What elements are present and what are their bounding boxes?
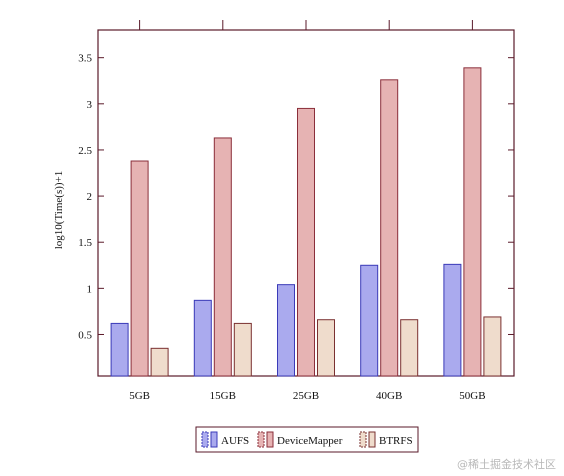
legend-swatch-aufs <box>201 431 209 448</box>
legend-box <box>195 426 419 453</box>
legend-swatch-btrfs <box>359 431 367 448</box>
legend-swatch-btrfs <box>368 431 376 448</box>
legend-swatch-devicemapper <box>257 431 265 448</box>
bar-devicemapper-50gb <box>463 67 482 377</box>
y-axis: 0.5 1 1.5 2 2.5 3 3.5 <box>78 53 514 341</box>
bar-aufs-25gb <box>277 284 295 377</box>
bar-aufs-5gb <box>110 322 129 377</box>
bar-aufs-40gb <box>360 264 379 377</box>
y-tick-label: 2.5 <box>78 145 92 157</box>
bar-btrfs-25gb <box>317 319 335 377</box>
bar-aufs-50gb <box>443 263 462 377</box>
legend-swatch-devicemapper <box>266 431 274 448</box>
legend-label-aufs: AUFS <box>221 435 249 447</box>
y-axis-label: log10(Time(s))+1 <box>53 171 65 250</box>
x-tick-label: 5GB <box>129 390 150 402</box>
x-tick-label: 50GB <box>459 390 485 402</box>
x-tick-label: 40GB <box>376 390 402 402</box>
legend-swatch-aufs <box>210 431 218 448</box>
y-tick-label: 3.5 <box>78 53 92 65</box>
bars <box>110 67 502 377</box>
bar-devicemapper-5gb <box>130 160 149 377</box>
x-tick-label: 15GB <box>210 390 236 402</box>
x-tick-label: 25GB <box>293 390 319 402</box>
y-tick-label: 0.5 <box>78 329 92 341</box>
bar-devicemapper-25gb <box>297 107 315 377</box>
y-tick-label: 1.5 <box>78 237 92 249</box>
bar-btrfs-5gb <box>150 347 169 377</box>
bar-aufs-15gb <box>193 299 212 377</box>
legend-label-devicemapper: DeviceMapper <box>277 435 343 447</box>
bar-btrfs-15gb <box>233 322 252 377</box>
bar-devicemapper-40gb <box>380 79 399 377</box>
y-tick-label: 1 <box>87 283 93 295</box>
y-tick-label: 3 <box>87 99 93 111</box>
bar-devicemapper-15gb <box>213 137 232 377</box>
watermark: @稀土掘金技术社区 <box>457 458 556 471</box>
bar-btrfs-40gb <box>400 319 419 377</box>
legend: AUFS DeviceMapper BTRFS <box>195 426 419 453</box>
y-tick-label: 2 <box>87 191 93 203</box>
bar-btrfs-50gb <box>483 316 502 377</box>
x-axis: 5GB 15GB 25GB 40GB 50GB <box>129 20 486 402</box>
legend-label-btrfs: BTRFS <box>379 435 413 447</box>
